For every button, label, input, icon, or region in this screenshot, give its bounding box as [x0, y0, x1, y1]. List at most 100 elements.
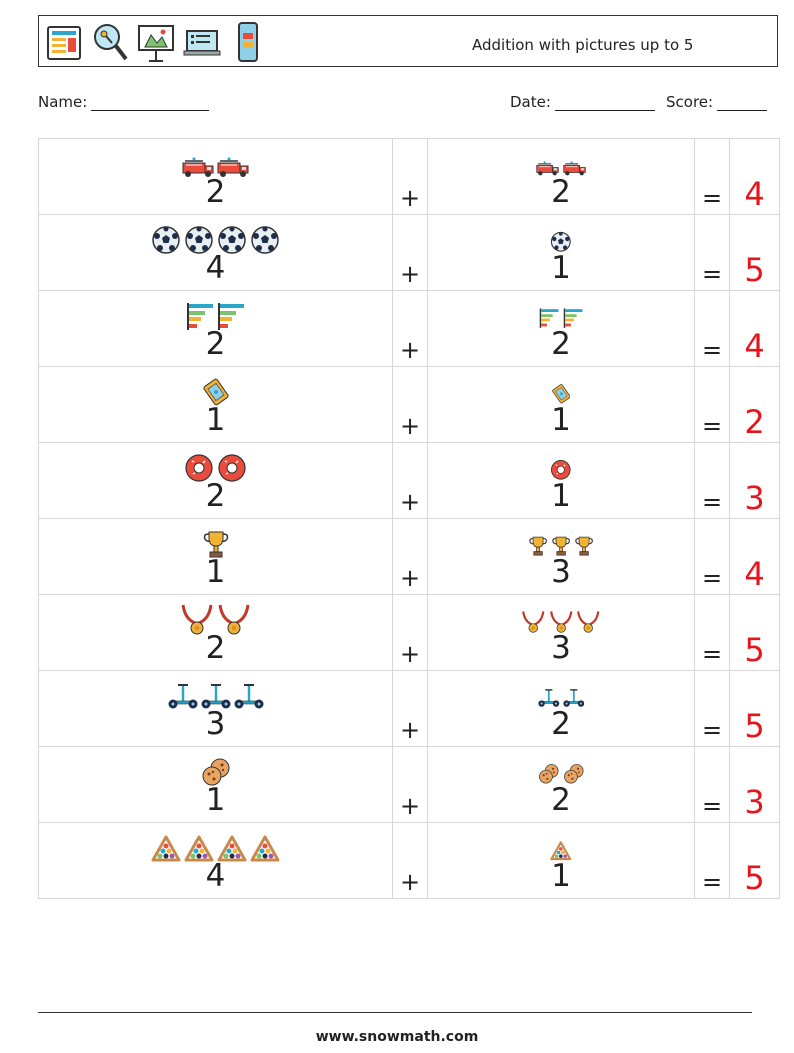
soccer-ball-icon	[550, 231, 572, 253]
addend-b-cell: 1	[427, 822, 695, 899]
plus-sign: +	[399, 792, 421, 820]
answer-cell[interactable]: 4	[729, 518, 780, 595]
billiard-rack-icon	[550, 841, 572, 861]
answer: 4	[744, 327, 765, 365]
problem-row: 2 + 3 = 5	[38, 594, 780, 671]
addend-a-cell: 2	[38, 290, 393, 367]
equals-sign: =	[701, 184, 723, 212]
addend-b-pictures	[428, 155, 694, 177]
name-blank[interactable]	[91, 96, 210, 111]
hoverboard-icon	[168, 681, 198, 711]
equals-cell: =	[694, 746, 730, 823]
plus-cell: +	[392, 290, 428, 367]
answer-cell[interactable]: 5	[729, 670, 780, 747]
answer-cell[interactable]: 3	[729, 442, 780, 519]
footer-divider	[38, 1012, 752, 1013]
addend-b-pictures	[428, 763, 694, 785]
plus-cell: +	[392, 670, 428, 747]
score-blank[interactable]	[717, 96, 768, 111]
equals-cell: =	[694, 138, 730, 215]
cookie-icon	[538, 763, 560, 785]
ticket-icon	[551, 383, 571, 405]
trophy-icon	[528, 535, 548, 557]
equals-sign: =	[701, 488, 723, 516]
answer-cell[interactable]: 5	[729, 594, 780, 671]
plus-cell: +	[392, 594, 428, 671]
problem-row: 1 + 2 = 3	[38, 746, 780, 823]
addend-a-cell: 2	[38, 594, 393, 671]
bar-chart-icon	[186, 301, 214, 331]
bar-chart-icon	[539, 307, 559, 329]
answer-cell[interactable]: 3	[729, 746, 780, 823]
problem-row: 2 + 2 = 4	[38, 138, 780, 215]
equals-cell: =	[694, 290, 730, 367]
equals-sign: =	[701, 792, 723, 820]
score-field: Score:	[666, 93, 768, 111]
medal-icon	[549, 610, 573, 633]
trophy-icon	[202, 529, 230, 559]
answer-cell[interactable]: 2	[729, 366, 780, 443]
equals-cell: =	[694, 670, 730, 747]
worksheet-header: Addition with pictures up to 5	[38, 15, 778, 67]
answer-cell[interactable]: 5	[729, 214, 780, 291]
addend-a-pictures	[39, 831, 392, 863]
equals-sign: =	[701, 564, 723, 592]
addend-b-cell: 2	[427, 746, 695, 823]
plus-sign: +	[399, 336, 421, 364]
addend-b: 1	[551, 858, 571, 894]
header-icons	[45, 20, 267, 64]
addend-b-cell: 3	[427, 594, 695, 671]
plus-cell: +	[392, 442, 428, 519]
problem-row: 3 + 2 = 5	[38, 670, 780, 747]
medal-icon	[521, 610, 545, 633]
answer: 5	[744, 707, 765, 745]
answer-cell[interactable]: 5	[729, 822, 780, 899]
addend-b-pictures	[428, 383, 694, 405]
date-blank[interactable]	[554, 96, 655, 111]
medal-icon	[576, 610, 600, 633]
answer: 3	[744, 479, 765, 517]
addend-b-pictures	[428, 611, 694, 633]
bar-chart-icon	[217, 301, 245, 331]
problem-row: 1 + 3 = 4	[38, 518, 780, 595]
equals-sign: =	[701, 640, 723, 668]
equals-sign: =	[701, 716, 723, 744]
plus-cell: +	[392, 138, 428, 215]
score-label: Score:	[666, 93, 714, 111]
addend-a-cell: 2	[38, 138, 393, 215]
plus-sign: +	[399, 564, 421, 592]
name-field: Name:	[38, 93, 210, 111]
equals-sign: =	[701, 336, 723, 364]
addend-b-pictures	[428, 687, 694, 709]
answer: 3	[744, 783, 765, 821]
hoverboard-icon	[562, 687, 585, 709]
medal-icon	[217, 603, 251, 635]
addend-b-cell: 2	[427, 138, 695, 215]
trophy-icon	[574, 535, 594, 557]
soccer-ball-icon	[217, 225, 247, 255]
billiard-rack-icon	[151, 835, 181, 863]
addend-a-pictures	[39, 603, 392, 635]
equals-cell: =	[694, 442, 730, 519]
hoverboard-icon	[538, 687, 560, 709]
plus-cell: +	[392, 822, 428, 899]
addend-a-cell: 2	[38, 442, 393, 519]
footer-url: www.snowmath.com	[315, 1029, 479, 1045]
billiard-rack-icon	[250, 835, 280, 863]
answer-cell[interactable]: 4	[729, 290, 780, 367]
trophy-icon	[551, 535, 571, 557]
plus-cell: +	[392, 746, 428, 823]
plus-sign: +	[399, 260, 421, 288]
name-label: Name:	[38, 93, 88, 111]
addend-a: 2	[205, 630, 226, 666]
addend-b-pictures	[428, 307, 694, 329]
answer-cell[interactable]: 4	[729, 138, 780, 215]
addend-a: 4	[205, 250, 226, 286]
addend-b-cell: 2	[427, 290, 695, 367]
addend-a-pictures	[39, 527, 392, 559]
plus-sign: +	[399, 716, 421, 744]
date-label: Date:	[510, 93, 551, 111]
hoverboard-icon	[234, 681, 264, 711]
equals-sign: =	[701, 260, 723, 288]
addend-b-cell: 1	[427, 366, 695, 443]
